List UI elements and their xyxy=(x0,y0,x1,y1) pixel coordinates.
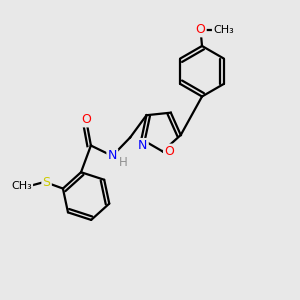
Text: N: N xyxy=(138,139,148,152)
Text: O: O xyxy=(81,113,91,126)
Text: N: N xyxy=(108,149,117,162)
Text: S: S xyxy=(43,176,51,189)
Text: H: H xyxy=(119,156,128,169)
Text: O: O xyxy=(196,23,206,36)
Text: CH₃: CH₃ xyxy=(213,25,234,34)
Text: O: O xyxy=(164,145,174,158)
Text: CH₃: CH₃ xyxy=(11,181,32,190)
